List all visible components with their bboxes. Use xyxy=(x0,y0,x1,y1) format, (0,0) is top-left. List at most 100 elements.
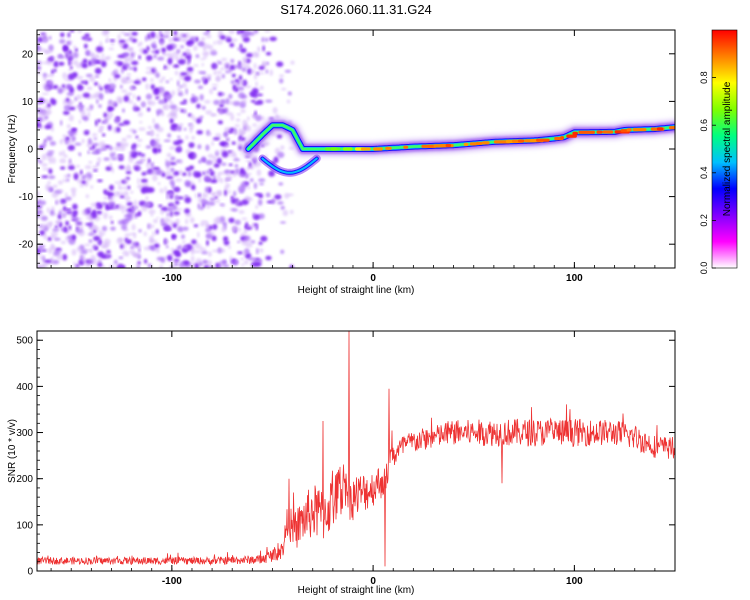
noise-speckle xyxy=(228,150,236,157)
noise-speckle xyxy=(109,198,113,206)
noise-speckle xyxy=(181,234,185,239)
noise-speckle xyxy=(170,248,175,251)
noise-speckle xyxy=(212,87,217,90)
noise-speckle xyxy=(248,172,252,176)
noise-speckle xyxy=(187,40,195,45)
noise-speckle xyxy=(135,135,139,139)
noise-speckle xyxy=(187,170,192,177)
noise-speckle xyxy=(204,78,209,84)
noise-speckle xyxy=(39,200,47,206)
snr-background xyxy=(37,331,675,571)
noise-speckle xyxy=(76,105,81,109)
noise-speckle xyxy=(205,224,209,228)
noise-speckle xyxy=(104,118,109,124)
noise-speckle xyxy=(212,192,216,197)
noise-speckle xyxy=(173,258,180,262)
noise-speckle xyxy=(170,167,175,173)
noise-speckle xyxy=(164,53,171,57)
noise-speckle xyxy=(136,96,141,101)
noise-speckle xyxy=(199,222,206,227)
noise-speckle xyxy=(152,118,155,124)
noise-speckle xyxy=(246,52,253,58)
noise-speckle xyxy=(223,236,229,242)
noise-speckle xyxy=(142,77,147,82)
noise-speckle xyxy=(111,157,118,161)
noise-speckle xyxy=(220,99,227,105)
noise-speckle xyxy=(154,138,161,142)
noise-speckle xyxy=(187,52,191,56)
x-tick-label: 100 xyxy=(566,576,583,587)
noise-speckle xyxy=(233,158,241,162)
noise-speckle xyxy=(216,157,222,165)
noise-speckle xyxy=(86,172,90,178)
noise-speckle xyxy=(212,249,219,253)
noise-speckle xyxy=(45,183,50,191)
noise-speckle xyxy=(140,178,148,183)
noise-speckle xyxy=(133,252,141,258)
noise-speckle xyxy=(42,35,47,39)
noise-speckle xyxy=(72,203,78,210)
noise-speckle xyxy=(87,137,92,145)
snr-panel: -100 0 100 0 100 200 300 400 500 Height of stra… xyxy=(7,330,676,596)
noise-speckle xyxy=(207,76,211,81)
noise-speckle xyxy=(124,195,131,202)
noise-speckle xyxy=(146,55,153,61)
noise-speckle xyxy=(119,205,127,210)
noise-speckle xyxy=(220,204,225,208)
noise-speckle xyxy=(185,167,191,172)
noise-speckle xyxy=(134,166,140,171)
noise-speckle xyxy=(183,99,187,103)
noise-speckle xyxy=(223,169,232,174)
noise-speckle xyxy=(216,70,222,75)
noise-speckle xyxy=(109,162,113,170)
noise-speckle xyxy=(236,113,242,116)
noise-speckle xyxy=(185,243,193,251)
noise-speckle xyxy=(208,225,214,230)
noise-speckle xyxy=(244,252,252,259)
noise-speckle xyxy=(245,224,252,229)
noise-speckle xyxy=(152,174,158,182)
noise-speckle xyxy=(173,171,180,176)
noise-speckle xyxy=(118,97,123,105)
ridge-core xyxy=(626,128,632,132)
noise-speckle xyxy=(138,55,141,60)
noise-speckle xyxy=(237,251,243,255)
noise-speckle xyxy=(56,254,64,260)
noise-speckle xyxy=(111,72,114,76)
noise-speckle xyxy=(265,192,271,198)
noise-speckle xyxy=(154,152,158,156)
noise-speckle xyxy=(139,157,147,162)
noise-speckle xyxy=(115,204,120,208)
noise-speckle xyxy=(49,159,52,164)
noise-speckle xyxy=(272,107,278,114)
noise-speckle xyxy=(231,141,236,145)
noise-speckle xyxy=(170,252,174,257)
noise-speckle xyxy=(65,192,68,197)
noise-speckle xyxy=(147,125,152,130)
noise-speckle xyxy=(164,238,167,244)
noise-speckle xyxy=(221,162,227,166)
noise-speckle xyxy=(121,79,129,84)
noise-speckle xyxy=(153,66,157,73)
noise-speckle xyxy=(231,38,238,42)
noise-speckle xyxy=(84,173,87,179)
noise-speckle xyxy=(127,185,131,190)
noise-speckle xyxy=(190,255,195,263)
noise-speckle xyxy=(208,201,216,206)
noise-speckle xyxy=(202,51,208,57)
noise-speckle xyxy=(117,185,124,190)
snr-y-label: SNR (10 * v/v) xyxy=(7,419,18,483)
noise-speckle xyxy=(234,219,241,225)
noise-speckle xyxy=(234,79,240,83)
noise-speckle xyxy=(163,103,170,111)
noise-speckle xyxy=(194,262,200,268)
noise-speckle xyxy=(39,230,45,236)
noise-speckle xyxy=(156,247,160,254)
noise-speckle xyxy=(163,217,171,224)
noise-speckle xyxy=(273,156,279,164)
noise-speckle xyxy=(206,30,210,33)
noise-speckle xyxy=(80,80,86,84)
noise-speckle xyxy=(216,59,220,63)
noise-speckle xyxy=(179,169,183,175)
